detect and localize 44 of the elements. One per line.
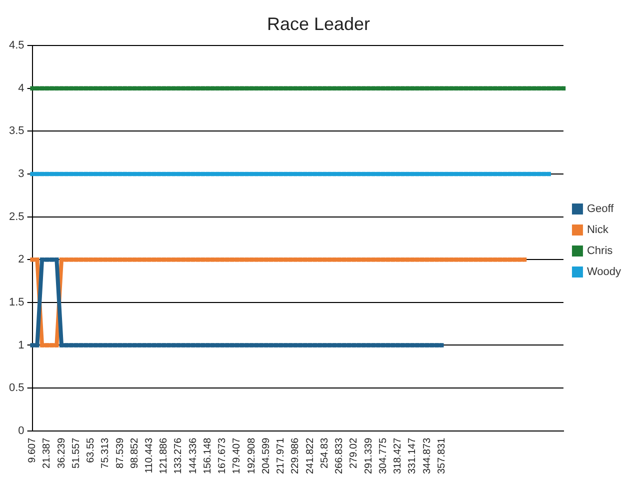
x-tick-label: 192.908 bbox=[246, 437, 258, 474]
y-tick-label: 2 bbox=[18, 254, 24, 266]
x-tick-label: 51.557 bbox=[70, 437, 82, 468]
x-tick-label: 87.539 bbox=[114, 437, 126, 468]
x-tick-label: 291.339 bbox=[363, 437, 374, 474]
x-tick-label: 318.427 bbox=[392, 437, 404, 474]
y-tick-label: 3.5 bbox=[8, 125, 24, 138]
x-tick-label: 167.673 bbox=[217, 437, 228, 474]
x-tick-label: 217.971 bbox=[276, 437, 287, 474]
x-tick-label: 36.239 bbox=[56, 437, 68, 468]
legend-label: Chris bbox=[586, 245, 614, 258]
x-tick-label: 254.83 bbox=[319, 437, 330, 468]
x-tick-label: 357.831 bbox=[436, 437, 448, 474]
x-tick-label: 144.336 bbox=[188, 437, 199, 474]
x-tick-label: 266.833 bbox=[334, 437, 346, 474]
y-tick-label: 0.5 bbox=[8, 382, 24, 394]
chart-title: Race Leader bbox=[266, 14, 370, 34]
y-tick-label: 2.5 bbox=[8, 210, 24, 223]
x-tick-label: 110.443 bbox=[144, 437, 155, 474]
x-tick-label: 241.822 bbox=[304, 437, 316, 474]
x-tick-label: 133.276 bbox=[173, 437, 184, 474]
legend-label: Nick bbox=[586, 224, 609, 236]
x-tick-label: 204.599 bbox=[260, 437, 272, 474]
x-tick-label: 9.607 bbox=[27, 437, 38, 463]
x-tick-label: 63.55 bbox=[86, 437, 97, 463]
x-tick-label: 179.407 bbox=[232, 437, 243, 474]
legend-label: Woody bbox=[586, 266, 622, 278]
x-tick-label: 121.886 bbox=[158, 437, 170, 474]
y-tick-label: 3 bbox=[18, 168, 24, 180]
x-tick-label: 98.852 bbox=[129, 437, 140, 468]
x-tick-label: 279.02 bbox=[348, 437, 360, 468]
y-tick-label: 1.5 bbox=[8, 296, 24, 308]
x-tick-label: 304.775 bbox=[378, 437, 389, 474]
y-tick-label: 4 bbox=[18, 82, 24, 94]
y-tick-label: 0 bbox=[18, 424, 24, 437]
legend-label: Geoff bbox=[586, 203, 615, 216]
x-tick-label: 21.387 bbox=[42, 437, 53, 468]
x-tick-label: 331.147 bbox=[407, 437, 418, 474]
x-tick-label: 229.986 bbox=[290, 437, 302, 474]
x-tick-label: 344.873 bbox=[422, 437, 433, 474]
x-tick-label: 156.148 bbox=[202, 437, 214, 474]
y-tick-label: 4.5 bbox=[8, 40, 24, 52]
y-tick-label: 1 bbox=[18, 339, 24, 352]
x-tick-label: 75.313 bbox=[100, 437, 112, 468]
